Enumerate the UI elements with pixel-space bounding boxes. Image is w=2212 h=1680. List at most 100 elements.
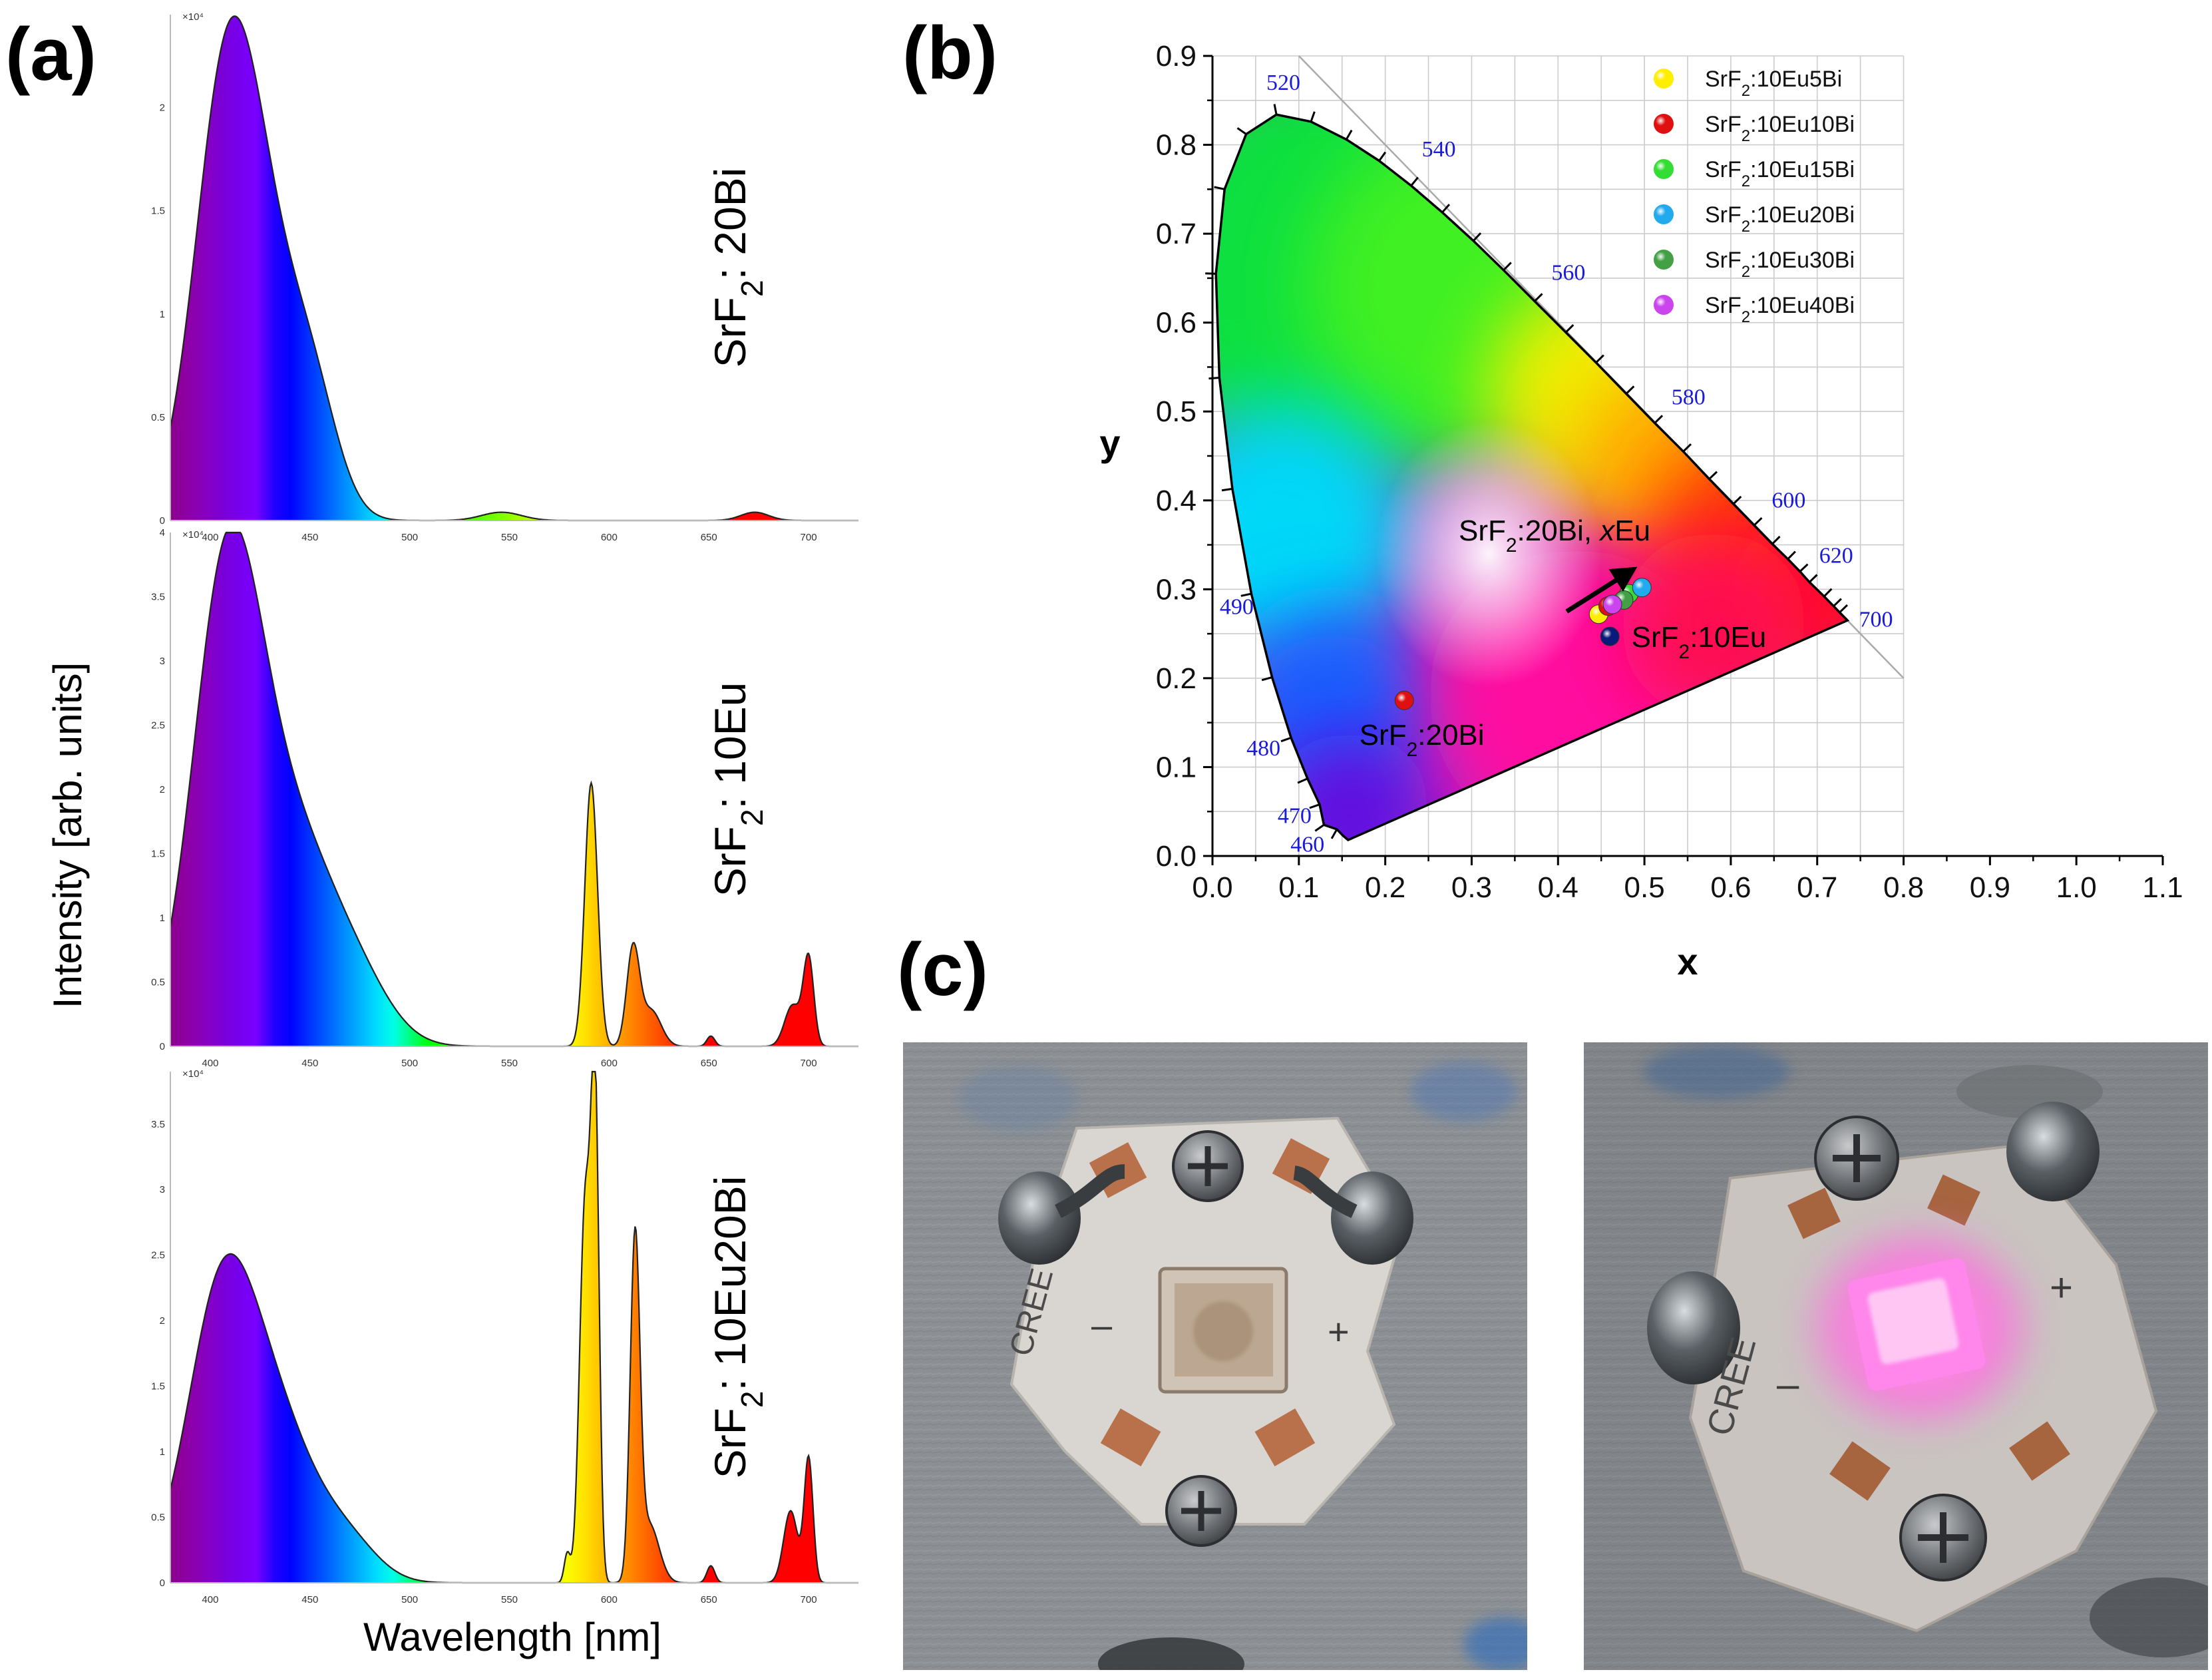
cie-y-tick: 0.7	[1156, 218, 1197, 250]
cie-y-tick: 0.4	[1156, 485, 1197, 517]
x-tick-label: 600	[601, 1058, 618, 1069]
wavelength-label: 600	[1771, 488, 1805, 513]
cie-legend: SrF2:10Eu5BiSrF2:10Eu10BiSrF2:10Eu15BiSr…	[1654, 67, 1855, 326]
x-tick-label: 550	[501, 532, 518, 543]
wavelength-label: 560	[1551, 261, 1585, 286]
cie-x-tick: 0.9	[1970, 871, 2010, 904]
cie-x-tick: 0.4	[1538, 871, 1578, 904]
y-tick-label: 1	[160, 1446, 165, 1458]
y-tick-label: 2.5	[151, 1250, 165, 1261]
wavelength-label: 700	[1859, 607, 1893, 632]
cie-y-tick: 0.3	[1156, 573, 1197, 606]
wavelength-label: 580	[1672, 385, 1706, 410]
cie-y-tick: 0.8	[1156, 129, 1197, 162]
x-tick-label: 700	[801, 1058, 817, 1069]
board-plus-2: +	[2050, 1265, 2073, 1310]
wavelength-label: 620	[1819, 543, 1853, 568]
y-tick-label: 3	[160, 1184, 165, 1195]
y-tick-label: 3	[160, 656, 165, 667]
cie-y-tick: 0.0	[1156, 840, 1197, 873]
cie-x-tick: 0.5	[1624, 871, 1665, 904]
panel-label-c: (c)	[897, 928, 988, 1011]
cie-x-tick: 0.2	[1365, 871, 1405, 904]
x-tick-label: 600	[601, 1594, 618, 1605]
x-tick-label: 500	[401, 1594, 418, 1605]
cie-y-tick: 0.2	[1156, 662, 1197, 695]
y-tick-label: 1.5	[151, 849, 165, 860]
a-y-axis-title: Intensity [arb. units]	[45, 662, 90, 1008]
cie-y-tick: 0.9	[1156, 40, 1197, 73]
sample-label: SrF2: 20Bi	[705, 168, 769, 368]
wavelength-label: 480	[1246, 736, 1280, 761]
board-minus-1: –	[1091, 1304, 1113, 1346]
legend-label: SrF2:10Eu15Bi	[1705, 157, 1855, 190]
y-tick-label: 1	[160, 309, 165, 320]
wavelength-label: 490	[1220, 595, 1254, 620]
x-tick-label: 500	[401, 532, 418, 543]
y-exponent: ×10⁴	[182, 1068, 204, 1080]
x-tick-label: 500	[401, 1058, 418, 1069]
x-tick-label: 600	[601, 532, 618, 543]
photo-led-on: CREE – +	[1584, 1042, 2212, 1670]
board-plus-1: +	[1328, 1311, 1350, 1353]
y-tick-label: 2.5	[151, 720, 165, 732]
solder-right-lit	[2006, 1102, 2100, 1201]
y-tick-label: 0	[160, 515, 165, 526]
cie-x-tick: 0.3	[1451, 871, 1492, 904]
x-tick-label: 700	[801, 532, 817, 543]
panel-label-a: (a)	[5, 13, 96, 96]
cie-x-tick: 0.7	[1797, 871, 1837, 904]
legend-label: SrF2:10Eu30Bi	[1705, 248, 1855, 281]
y-tick-label: 0.5	[151, 412, 165, 423]
y-tick-label: 2	[160, 103, 165, 114]
x-tick-label: 450	[301, 1594, 318, 1605]
y-tick-label: 2	[160, 1315, 165, 1327]
x-tick-label: 400	[202, 1058, 218, 1069]
legend-label: SrF2:10Eu20Bi	[1705, 202, 1855, 236]
sample-label: SrF2: 10Eu	[705, 682, 769, 897]
sample-label: SrF2: 10Eu20Bi	[705, 1176, 769, 1479]
x-tick-label: 550	[501, 1058, 518, 1069]
spectrum-area	[170, 16, 858, 521]
solder-left	[998, 1171, 1081, 1265]
cie-y-tick: 0.1	[1156, 751, 1197, 783]
y-tick-label: 0	[160, 1041, 165, 1052]
y-exponent: ×10⁴	[182, 529, 204, 540]
y-tick-label: 1.5	[151, 206, 165, 217]
x-tick-label: 650	[701, 1058, 717, 1069]
wavelength-label: 460	[1290, 832, 1324, 857]
cie-x-tick: 1.0	[2056, 871, 2097, 904]
cie-x-tick: 0.0	[1192, 871, 1232, 904]
wavelength-label: 540	[1422, 137, 1456, 162]
y-tick-label: 0	[160, 1577, 165, 1589]
legend-label: SrF2:10Eu40Bi	[1705, 293, 1855, 326]
y-tick-label: 0.5	[151, 977, 165, 988]
y-exponent: ×10⁴	[182, 11, 204, 23]
x-tick-label: 450	[301, 532, 318, 543]
cie-y-tick: 0.6	[1156, 307, 1197, 339]
x-tick-label: 400	[202, 1594, 218, 1605]
cie-x-tick: 1.1	[2142, 871, 2183, 904]
a-x-axis-title: Wavelength [nm]	[363, 1615, 661, 1659]
spectrum-area	[170, 1072, 858, 1583]
y-tick-label: 2	[160, 784, 165, 795]
y-tick-label: 1	[160, 913, 165, 924]
x-tick-label: 700	[801, 1594, 817, 1605]
board-minus-2: –	[1777, 1362, 1799, 1406]
x-tick-label: 650	[701, 1594, 717, 1605]
y-tick-label: 3.5	[151, 1119, 165, 1130]
cie-x-tick: 0.8	[1883, 871, 1924, 904]
cie-x-tick: 0.1	[1278, 871, 1319, 904]
cie-x-tick: 0.6	[1710, 871, 1751, 904]
panel-label-b: (b)	[902, 11, 998, 95]
cie-y-label: y	[1099, 422, 1120, 464]
solder-right	[1331, 1171, 1413, 1265]
cie-x-label: x	[1677, 941, 1698, 982]
legend-label: SrF2:10Eu10Bi	[1705, 112, 1855, 145]
y-tick-label: 4	[160, 527, 165, 538]
